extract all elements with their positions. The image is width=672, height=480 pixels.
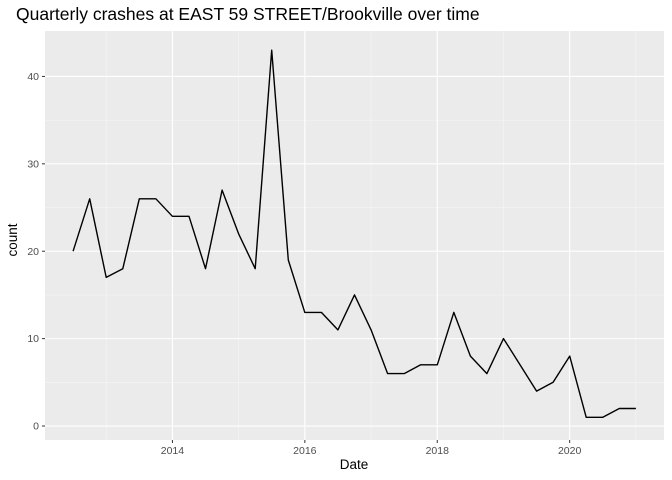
y-axis-title: count <box>5 223 20 256</box>
x-axis: 2014 2016 2018 2020 <box>161 440 582 457</box>
y-tick-label: 20 <box>27 246 39 258</box>
x-tick-label: 2018 <box>426 445 450 457</box>
y-tick-label: 30 <box>27 158 39 170</box>
y-tick-label: 10 <box>27 333 39 345</box>
major-grid <box>45 31 664 440</box>
x-tick-label: 2014 <box>161 445 185 457</box>
plot-panel <box>45 31 664 440</box>
x-axis-title: Date <box>340 457 369 472</box>
chart-title: Quarterly crashes at EAST 59 STREET/Broo… <box>16 4 480 24</box>
x-tick-label: 2016 <box>293 445 317 457</box>
x-tick-label: 2020 <box>558 445 582 457</box>
y-tick-label: 0 <box>33 421 39 433</box>
y-tick-label: 40 <box>27 71 39 83</box>
y-axis: 0 10 20 30 40 <box>27 71 45 433</box>
series-line <box>72 49 636 418</box>
